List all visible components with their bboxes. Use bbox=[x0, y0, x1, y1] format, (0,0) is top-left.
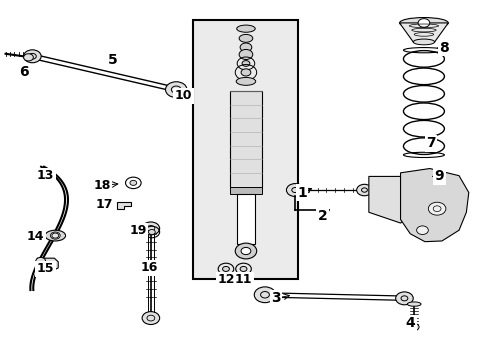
Circle shape bbox=[142, 312, 159, 324]
Circle shape bbox=[254, 287, 275, 303]
Circle shape bbox=[417, 19, 429, 27]
Text: 15: 15 bbox=[37, 262, 54, 275]
Text: 19: 19 bbox=[129, 224, 146, 238]
Text: 12: 12 bbox=[217, 273, 234, 286]
Text: 4: 4 bbox=[405, 316, 414, 330]
Polygon shape bbox=[399, 23, 447, 42]
Text: 3: 3 bbox=[271, 291, 281, 305]
Ellipse shape bbox=[236, 77, 255, 85]
Text: 7: 7 bbox=[425, 136, 435, 150]
Circle shape bbox=[240, 43, 251, 51]
Polygon shape bbox=[37, 258, 58, 270]
Ellipse shape bbox=[50, 232, 60, 239]
Bar bbox=[230, 91, 261, 188]
Circle shape bbox=[142, 222, 159, 235]
Ellipse shape bbox=[412, 39, 434, 45]
Ellipse shape bbox=[45, 230, 65, 241]
Text: 2: 2 bbox=[317, 209, 327, 223]
Circle shape bbox=[356, 184, 371, 196]
Text: 18: 18 bbox=[93, 179, 111, 192]
Polygon shape bbox=[400, 168, 468, 242]
Text: 11: 11 bbox=[234, 273, 252, 286]
Text: 8: 8 bbox=[439, 41, 448, 55]
Circle shape bbox=[286, 184, 304, 197]
Circle shape bbox=[23, 54, 33, 61]
Ellipse shape bbox=[407, 302, 420, 306]
Text: 13: 13 bbox=[37, 169, 54, 182]
Bar bbox=[193, 21, 298, 279]
Circle shape bbox=[222, 266, 229, 271]
Text: 16: 16 bbox=[141, 261, 158, 274]
Circle shape bbox=[130, 180, 137, 185]
Text: 6: 6 bbox=[19, 65, 29, 79]
Polygon shape bbox=[368, 176, 409, 223]
Circle shape bbox=[416, 226, 427, 234]
Circle shape bbox=[395, 292, 412, 305]
Circle shape bbox=[23, 50, 41, 63]
Text: 17: 17 bbox=[95, 198, 113, 211]
Circle shape bbox=[427, 202, 445, 215]
Text: 14: 14 bbox=[27, 230, 44, 243]
Circle shape bbox=[241, 247, 250, 255]
Ellipse shape bbox=[399, 18, 447, 28]
Text: 10: 10 bbox=[174, 89, 192, 102]
Polygon shape bbox=[117, 202, 131, 210]
Circle shape bbox=[239, 49, 252, 59]
Text: 9: 9 bbox=[434, 170, 444, 183]
Circle shape bbox=[165, 82, 186, 98]
Circle shape bbox=[235, 243, 256, 259]
Circle shape bbox=[241, 69, 250, 76]
Circle shape bbox=[408, 323, 418, 330]
Bar bbox=[230, 187, 261, 194]
Ellipse shape bbox=[239, 35, 252, 42]
Circle shape bbox=[148, 229, 155, 234]
Circle shape bbox=[240, 266, 246, 271]
Text: 1: 1 bbox=[297, 185, 306, 199]
Circle shape bbox=[36, 257, 45, 265]
Ellipse shape bbox=[236, 25, 255, 32]
Circle shape bbox=[242, 60, 249, 66]
Bar bbox=[237, 194, 254, 244]
Text: 5: 5 bbox=[108, 53, 118, 67]
